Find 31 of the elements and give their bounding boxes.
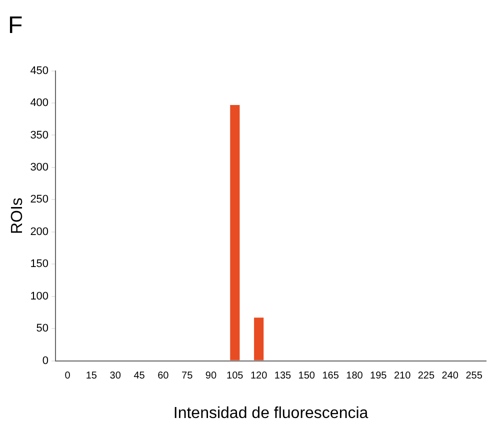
y-tick-label: 150	[30, 258, 49, 270]
x-tick-label: 195	[370, 370, 388, 382]
y-tick-label: 250	[30, 194, 49, 206]
x-tick-label: 255	[466, 370, 483, 382]
x-tick-label: 210	[394, 370, 412, 382]
x-tick-label: 135	[274, 370, 292, 382]
x-tick-label: 150	[298, 370, 316, 382]
x-tick-label: 0	[64, 370, 71, 382]
y-tick-label: 0	[42, 354, 49, 367]
x-tick-label: 90	[205, 370, 217, 382]
y-tick-label: 200	[30, 226, 49, 238]
x-tick-label: 240	[442, 370, 459, 382]
x-tick-label: 120	[250, 370, 268, 382]
y-tick-label: 50	[36, 322, 49, 335]
x-tick-label: 15	[86, 370, 98, 382]
x-tick-label: 30	[110, 370, 122, 382]
y-tick-label: 450	[30, 64, 49, 77]
y-axis-title: ROIs	[9, 198, 26, 234]
x-tick-label: 105	[226, 370, 244, 382]
x-tick-label: 225	[418, 370, 435, 382]
x-axis-title: Intensidad de fluorescencia	[173, 404, 368, 422]
x-tick-label: 165	[322, 370, 340, 382]
y-tick-label: 100	[30, 290, 49, 302]
x-tick-label: 180	[346, 370, 364, 382]
x-tick-label: 60	[158, 370, 170, 382]
chart-title: F	[8, 12, 23, 40]
y-tick-label: 300	[30, 162, 49, 174]
y-tick-label: 350	[30, 129, 49, 142]
y-tick-label: 400	[30, 97, 49, 110]
x-tick-label: 75	[182, 370, 194, 382]
x-tick-label: 45	[134, 370, 146, 382]
